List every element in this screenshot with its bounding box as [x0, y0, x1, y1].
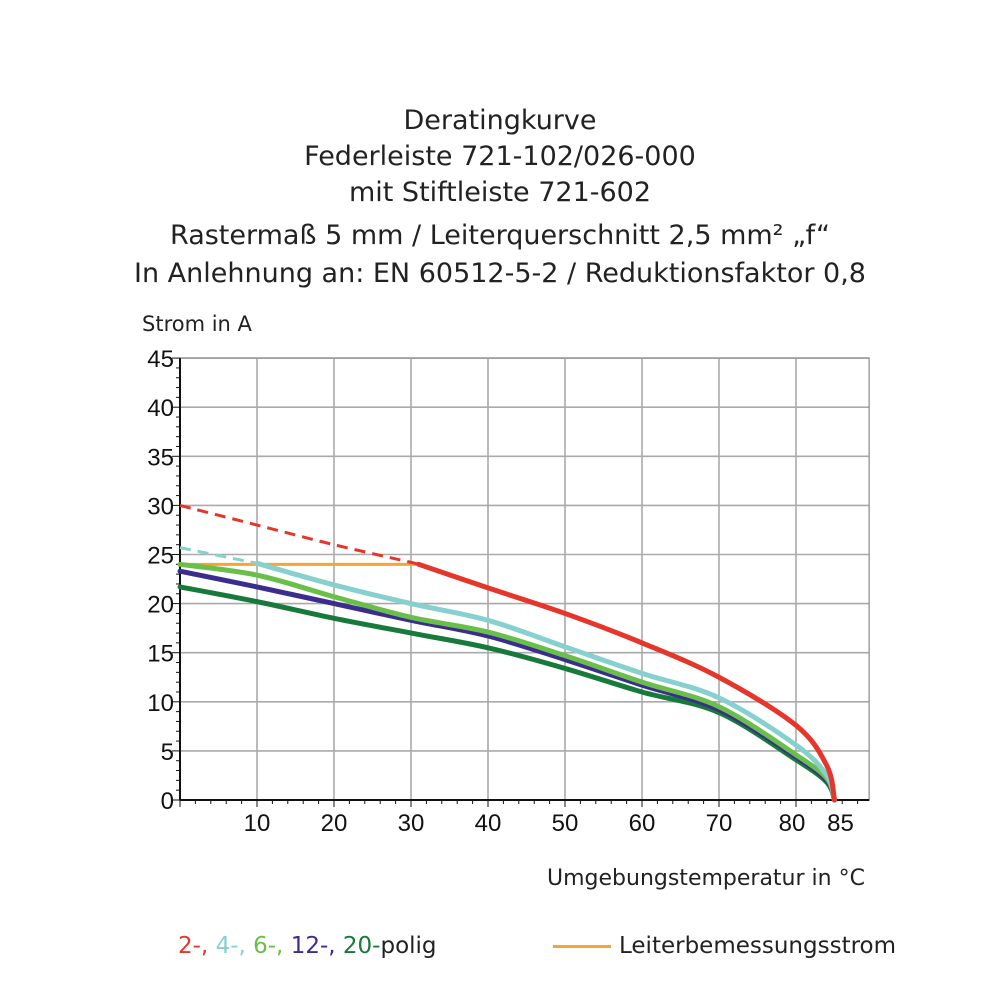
legend-label-reference: Leiterbemessungsstrom — [619, 933, 897, 959]
y-tick-label: 25 — [147, 543, 174, 570]
legend-suffix: polig — [380, 933, 437, 959]
x-tick-label: 70 — [706, 810, 733, 837]
series-4-dashed — [179, 546, 258, 565]
x-tick-label: 85 — [827, 810, 854, 837]
series-2-line — [416, 561, 837, 803]
y-tick-label: 5 — [161, 739, 174, 766]
y-tick-label: 40 — [147, 395, 174, 422]
legend-entry-2: 2-, — [178, 933, 216, 959]
x-axis-label: Umgebungstemperatur in °C — [547, 866, 865, 891]
y-tick-label: 0 — [161, 788, 174, 815]
series-20-line — [177, 584, 837, 803]
legend-entry-12: 12-, — [290, 933, 343, 959]
x-tick-label: 40 — [475, 810, 502, 837]
y-tick-label: 10 — [147, 690, 174, 717]
chart-title-line-2: Federleiste 721-102/026-000 — [304, 141, 696, 172]
series-legend: 2-, 4-, 6-, 12-, 20-polig — [178, 933, 437, 959]
legend-entry-4: 4-, — [215, 933, 254, 959]
y-tick-label: 35 — [147, 444, 174, 471]
y-tick-label: 15 — [147, 641, 174, 668]
x-tick-label: 20 — [321, 810, 348, 837]
legend-entry-20: 20- — [342, 933, 381, 959]
y-tick-label: 20 — [147, 592, 174, 619]
chart-title-line-5: In Anlehnung an: EN 60512-5-2 / Reduktio… — [134, 258, 866, 289]
legend-swatch-reference — [553, 944, 611, 948]
x-tick-label: 10 — [244, 810, 271, 837]
x-tick-label: 50 — [552, 810, 579, 837]
y-axis-label: Strom in A — [142, 312, 252, 336]
y-tick-label: 30 — [147, 493, 174, 520]
chart-title-line-1: Deratingkurve — [403, 105, 597, 136]
chart-title-line-4: Rastermaß 5 mm / Leiterquerschnitt 2,5 m… — [170, 220, 830, 251]
reference-legend: Leiterbemessungsstrom — [553, 933, 896, 959]
x-tick-label: 60 — [629, 810, 656, 837]
x-tick-label: 80 — [779, 810, 806, 837]
chart-title-line-3: mit Stiftleiste 721-602 — [348, 177, 652, 208]
y-tick-label: 45 — [147, 346, 174, 373]
series-4-line — [254, 560, 837, 803]
legend-entry-6: 6-, — [253, 933, 291, 959]
x-tick-label: 30 — [398, 810, 425, 837]
series-6-line — [177, 561, 837, 803]
